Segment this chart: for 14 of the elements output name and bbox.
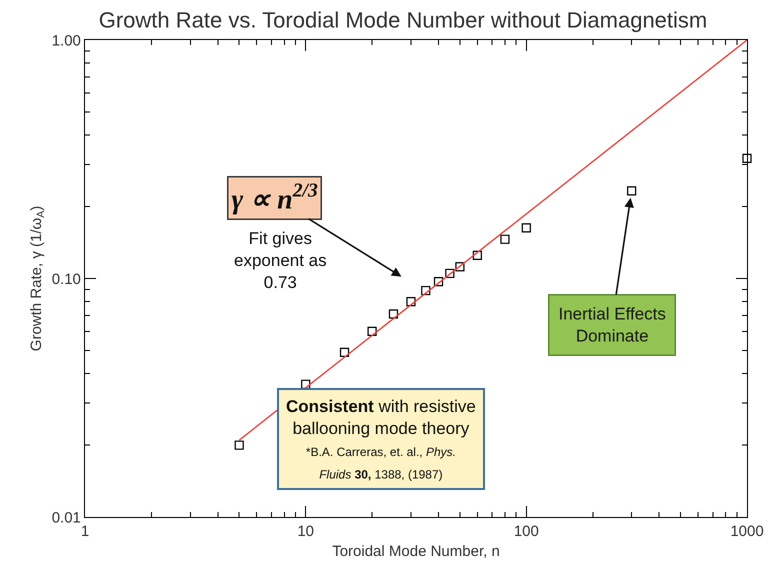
y-tick-label: 0.10 [52,270,81,288]
text: *B.A. Carreras, et. al., Phys. Fluids 30, 1388, (1987) [306,445,456,482]
x-tick-label: 1000 [730,523,764,540]
chart-title: Growth Rate vs. Torodial Mode Number without Diamagnetism [98,8,708,33]
y-tick-label: 0.01 [52,509,81,526]
x-tick-label: 1 [80,523,90,540]
annotation: Fit gives exponent as 0.73 [234,229,327,292]
x-tick-label: 10 [297,523,314,540]
annotation: Consistent with resistive ballooning mode theory [286,397,476,438]
annotation: γ ∝ n$^{2/3}$ [232,180,318,216]
y-tick-label: 1.00 [52,32,81,50]
annotation: Inertial Effects Dominate [558,304,666,346]
x-axis-title: Toroidal Mode Number, n [332,543,500,560]
x-tick-label: 100 [514,523,539,540]
